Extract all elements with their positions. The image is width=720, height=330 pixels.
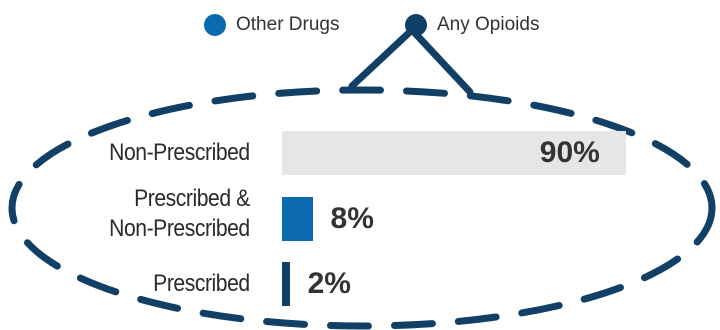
bar-prescribed-non-prescribed [282,197,313,241]
value-label-prescribed-non-prescribed: 8% [330,202,374,235]
legend-label-other-drugs: Other Drugs [236,14,340,35]
legend: Other Drugs Any Opioids [0,10,720,40]
bar-prescribed [282,262,290,306]
value-label-non-prescribed: 90% [539,136,600,169]
category-label-non-prescribed: Non-Prescribed [109,138,250,168]
dashed-ellipse [8,86,716,330]
category-label-line: Prescribed [153,270,250,297]
bar-non-prescribed [282,131,626,175]
legend-swatch-other-drugs [204,14,226,36]
category-label-prescribed-non-prescribed: Prescribed & Non-Prescribed [109,184,250,244]
category-label-line: Non-Prescribed [109,215,250,242]
value-label-prescribed: 2% [307,267,351,300]
legend-label-any-opioids: Any Opioids [437,14,540,35]
category-label-prescribed: Prescribed [153,269,250,299]
legend-item-any-opioids: Any Opioids [405,10,539,40]
legend-item-other-drugs: Other Drugs [204,10,339,40]
category-label-line: Prescribed & [134,185,250,212]
legend-swatch-any-opioids [405,14,427,36]
category-label-line: Non-Prescribed [109,139,250,166]
